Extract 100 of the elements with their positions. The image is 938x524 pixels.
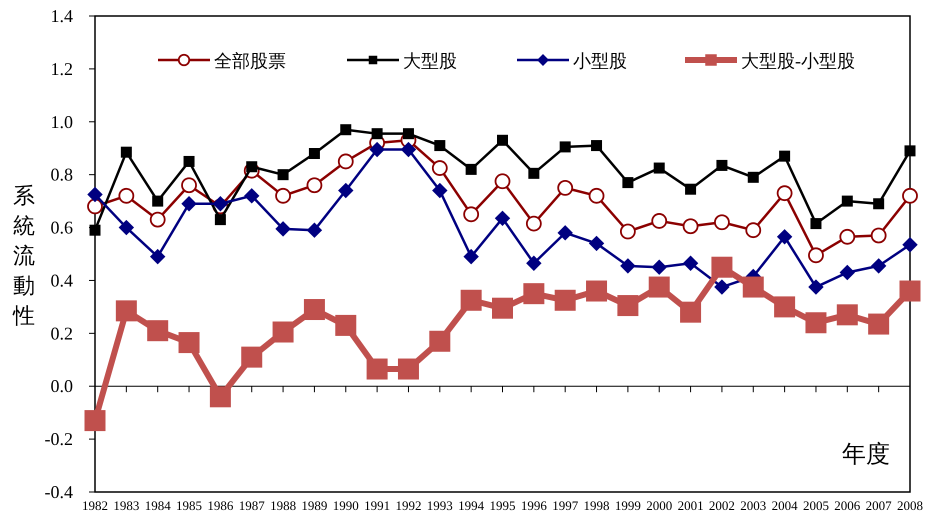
point [648,276,670,298]
point [586,280,608,302]
point [808,280,824,295]
point [340,124,352,136]
point [526,216,542,232]
x-tick-label: 2002 [708,498,735,513]
point [210,386,231,408]
y-tick-label: 1.4 [50,6,73,26]
point [748,172,759,183]
y-tick-label: 1.2 [50,58,73,79]
point [464,249,479,264]
point [652,260,667,275]
point [839,228,856,245]
point [116,300,137,322]
x-tick-label: 1998 [584,498,610,513]
point [466,164,477,175]
point [873,198,884,210]
point [244,188,260,204]
x-tick-label: 2005 [802,498,829,513]
point [622,177,634,188]
x-tick-label: 1983 [113,498,140,513]
point [335,314,356,336]
point [682,218,698,234]
point [528,168,540,179]
point [308,148,320,160]
point [84,410,106,432]
x-tick-label: 2004 [772,498,798,513]
point [651,213,668,229]
point [588,188,604,204]
point [777,229,792,244]
x-tick-label: 2006 [834,498,861,513]
point [683,256,698,271]
point [306,177,322,194]
point [120,146,132,158]
point [495,210,510,226]
point [372,128,383,140]
point [212,196,228,212]
point [591,140,602,152]
y-tick-label: 0.8 [50,164,73,185]
point [620,258,636,274]
x-tick-label: 1984 [144,498,172,513]
point [338,154,354,170]
x-tick-label: 1992 [395,498,422,513]
point [178,332,200,354]
point [497,134,508,146]
point [904,145,916,156]
point [526,256,542,271]
point [241,346,262,368]
x-axis-title: 年度 [842,441,890,468]
point [278,169,289,180]
point [432,160,448,176]
point [685,184,696,195]
x-tick-label: 1997 [552,498,579,513]
y-tick-label: 0.0 [50,376,73,396]
x-tick-label: 2000 [646,498,672,513]
point [90,224,100,236]
x-tick-label: 1988 [270,498,296,513]
point [902,188,918,204]
point [276,221,291,236]
point [432,183,448,198]
point [272,322,294,343]
point [338,183,354,198]
x-tick-label: 2003 [740,498,766,513]
point [434,140,446,152]
x-tick-label: 2008 [897,498,923,513]
point [460,290,482,311]
point [306,222,322,238]
point [871,258,886,274]
point [398,358,419,380]
point [776,185,793,202]
point [304,299,325,320]
point [182,196,197,212]
point [680,302,702,323]
point [617,295,638,316]
point [779,150,790,162]
point [842,196,853,207]
point [554,290,576,311]
x-tick-label: 1990 [332,498,359,513]
y-tick-label: 0.6 [50,218,73,238]
y-tick-label: -0.2 [44,429,73,450]
point [774,296,796,318]
point [366,358,388,380]
y-tick-label: 0.4 [50,270,73,290]
x-tick-label: 1994 [458,498,485,513]
point [868,314,890,335]
x-tick-label: 1995 [490,498,516,513]
point [87,198,103,214]
x-tick-label: 1996 [520,498,548,513]
point [902,237,918,252]
x-tick-label: 1987 [238,498,266,513]
x-tick-label: 1999 [614,498,641,513]
point [370,142,385,158]
point [118,188,134,204]
point [560,141,571,152]
x-tick-label: 1989 [301,498,328,513]
point [840,265,855,280]
point [808,247,824,264]
point [494,173,510,190]
point [745,222,762,238]
y-tick-label: 0.2 [50,323,73,344]
